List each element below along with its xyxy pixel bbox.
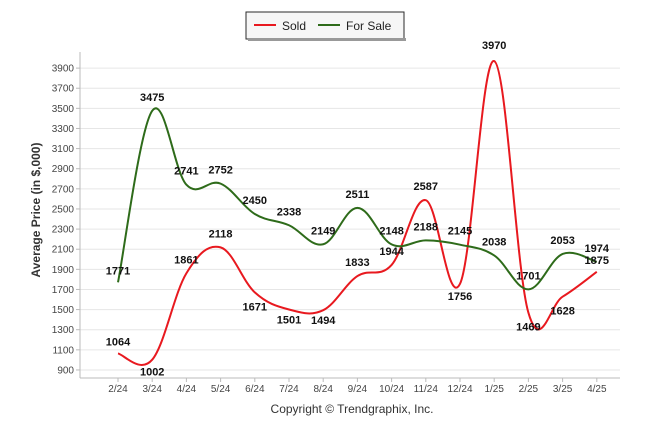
x-tick-label: 4/25 — [587, 384, 607, 395]
data-label-for-sale: 2145 — [448, 226, 472, 238]
data-label-for-sale: 2741 — [174, 166, 198, 178]
x-tick-labels: 2/24 3/24 4/24 5/24 6/24 7/24 8/24 9/24 10/24 11/… — [108, 378, 607, 395]
data-label-for-sale: 2511 — [345, 189, 369, 201]
data-label-sold: 1875 — [585, 255, 609, 267]
y-tick-label: 2500 — [52, 204, 75, 215]
y-tick-label: 2900 — [52, 164, 75, 175]
x-tick-label: 11/24 — [414, 384, 439, 395]
y-tick-label: 3700 — [52, 84, 75, 95]
data-label-for-sale: 2149 — [311, 225, 335, 237]
data-label-for-sale: 2053 — [550, 235, 574, 247]
data-label-sold: 1833 — [345, 257, 369, 269]
data-label-sold: 1628 — [550, 306, 574, 318]
y-tick-label: 3300 — [52, 124, 75, 135]
y-tick-label: 1300 — [52, 325, 75, 336]
y-tick-label: 3500 — [52, 104, 75, 115]
y-tick-label: 1700 — [52, 285, 75, 296]
y-tick-label: 1900 — [52, 265, 75, 276]
data-label-sold: 1002 — [140, 367, 164, 379]
x-tick-label: 4/24 — [177, 384, 197, 395]
x-tick-label: 5/24 — [211, 384, 231, 395]
series-line-sold — [117, 60, 598, 366]
data-label-for-sale: 2038 — [482, 236, 506, 248]
series-lines — [117, 60, 598, 366]
data-label-sold: 1944 — [379, 246, 404, 258]
data-label-sold: 1494 — [311, 315, 336, 327]
y-tick-label: 3900 — [52, 64, 75, 75]
grid-lines — [76, 67, 620, 371]
x-tick-label: 3/24 — [142, 384, 162, 395]
data-label-sold: 1501 — [277, 314, 301, 326]
x-tick-label: 3/25 — [553, 384, 573, 395]
x-tick-label: 1/25 — [484, 384, 504, 395]
x-tick-label: 10/24 — [379, 384, 404, 395]
y-tick-label: 1100 — [52, 345, 74, 356]
y-tick-label: 2100 — [52, 245, 75, 256]
data-label-sold: 1671 — [243, 301, 267, 313]
x-tick-label: 6/24 — [245, 384, 265, 395]
x-tick-label: 2/24 — [108, 384, 128, 395]
data-label-sold: 1469 — [516, 322, 540, 334]
data-label-for-sale: 2188 — [414, 221, 438, 233]
data-label-sold: 2118 — [209, 228, 233, 240]
legend: Sold For Sale — [245, 11, 406, 41]
data-label-sold: 1064 — [106, 336, 131, 348]
data-label-for-sale: 3475 — [140, 92, 164, 104]
x-tick-label: 9/24 — [348, 384, 368, 395]
series-line-for-sale — [117, 107, 598, 291]
data-label-sold: 3970 — [482, 40, 506, 52]
legend-shadow — [248, 38, 406, 41]
y-tick-label: 2300 — [52, 225, 75, 236]
data-label-for-sale: 1974 — [585, 243, 610, 255]
data-label-for-sale: 2338 — [277, 206, 301, 218]
y-tick-labels: 900 1100 1300 1500 1700 1900 2100 2300 2500 2700 2… — [52, 64, 75, 377]
legend-label-for-sale: For Sale — [346, 19, 392, 33]
data-label-sold: 1861 — [174, 254, 198, 266]
data-label-sold: 1756 — [448, 291, 472, 303]
x-tick-label: 7/24 — [279, 384, 299, 395]
data-label-for-sale: 1771 — [106, 265, 130, 277]
x-tick-label: 2/25 — [519, 384, 539, 395]
x-tick-label: 8/24 — [313, 384, 333, 395]
data-label-for-sale: 1701 — [516, 270, 540, 282]
data-label-sold: 2587 — [414, 181, 438, 193]
data-label-for-sale: 2450 — [243, 195, 267, 207]
data-labels: 1064 1002 1861 2118 1671 1501 1494 1833 1944 2587… — [106, 40, 610, 379]
axes — [79, 52, 620, 379]
data-label-for-sale: 2148 — [379, 225, 403, 237]
data-label-for-sale: 2752 — [208, 165, 232, 177]
y-tick-label: 1500 — [52, 305, 75, 316]
y-tick-label: 3100 — [52, 144, 75, 155]
y-tick-label: 900 — [57, 365, 74, 376]
y-axis-title: Average Price (in $,000) — [29, 143, 43, 278]
y-tick-label: 2700 — [52, 184, 75, 195]
copyright-text: Copyright © Trendgraphix, Inc. — [271, 402, 434, 416]
x-tick-label: 12/24 — [447, 384, 472, 395]
legend-label-sold: Sold — [282, 19, 306, 33]
